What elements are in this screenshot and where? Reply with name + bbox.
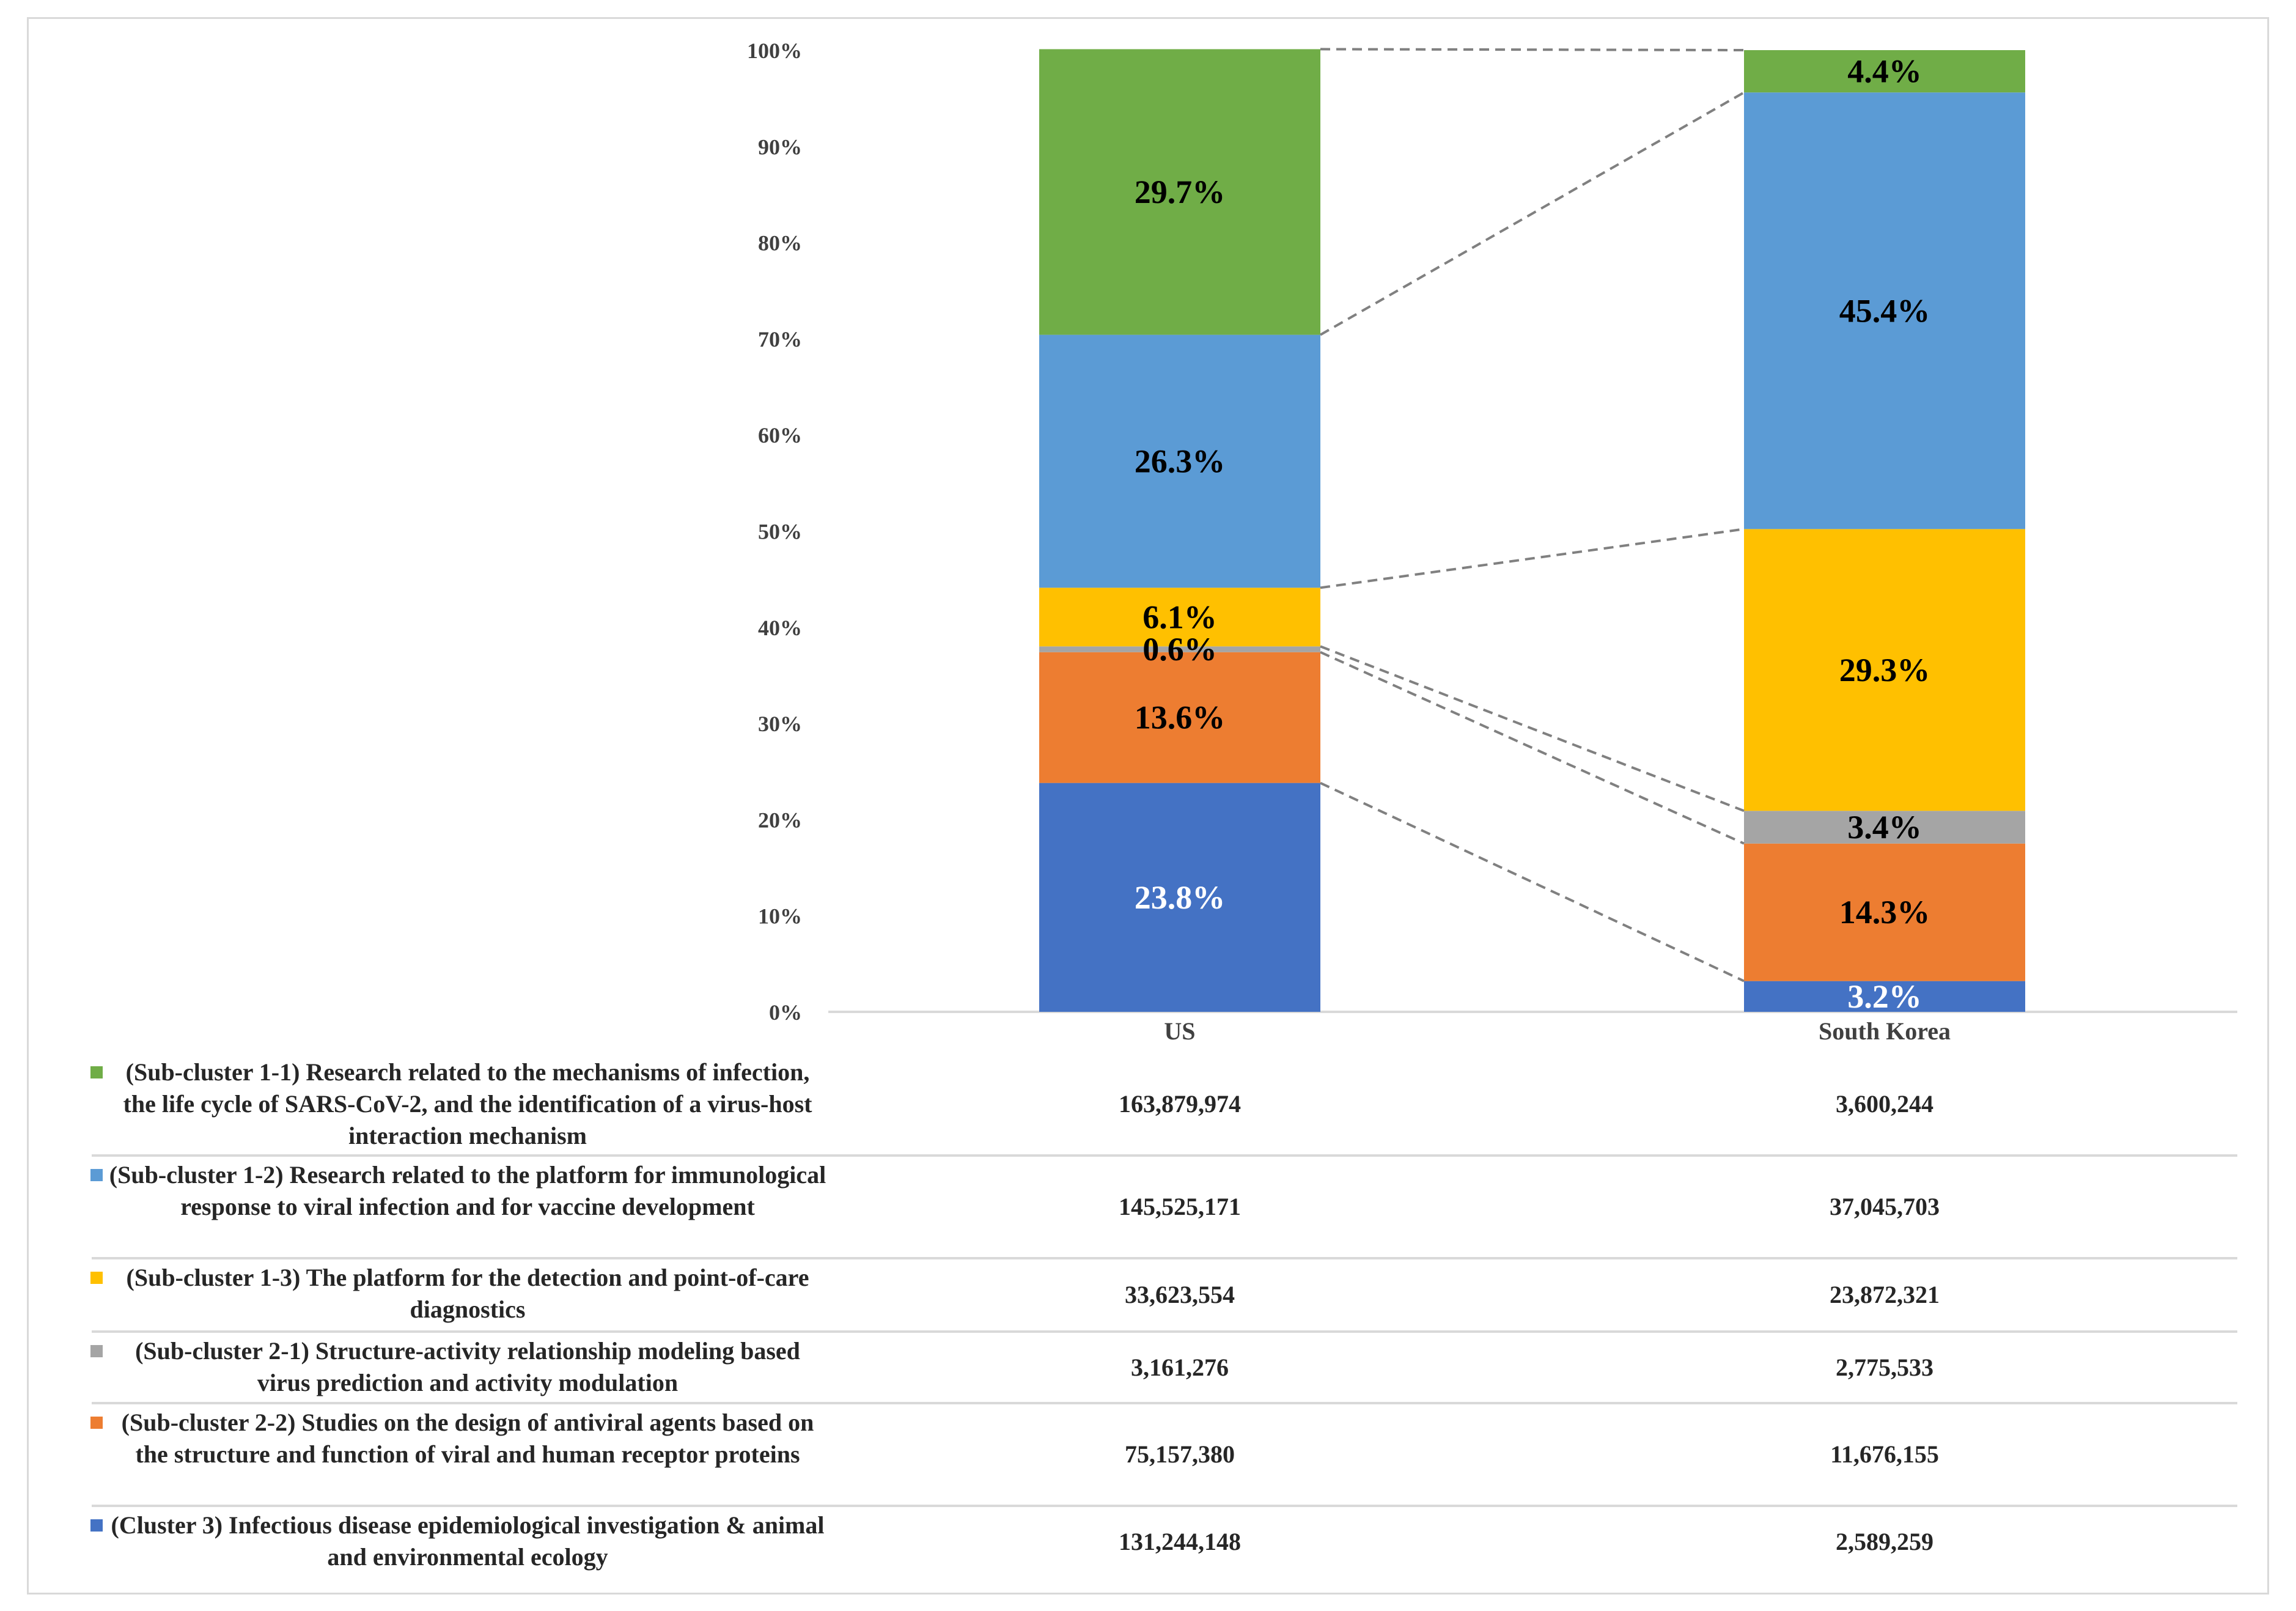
legend-label: (Sub-cluster 1-3) The platform for the d… (126, 1264, 809, 1323)
legend-label: (Cluster 3) Infectious disease epidemiol… (111, 1511, 825, 1571)
connector-line (1320, 48, 1745, 51)
y-tick-label: 100% (747, 39, 802, 63)
connector-line (1320, 91, 1745, 336)
table-value: 131,244,148 (1119, 1527, 1241, 1555)
legend-swatch (90, 1169, 103, 1181)
table-value: 2,775,533 (1836, 1353, 1934, 1381)
y-tick-label: 40% (758, 616, 802, 640)
legend-swatch (90, 1417, 103, 1429)
y-tick-label: 0% (769, 1000, 802, 1025)
bar-segment-south-korea (1744, 529, 2025, 811)
table-value: 3,161,276 (1131, 1353, 1229, 1381)
data-label: 29.3% (1839, 652, 1930, 688)
table-row-divider (92, 1330, 2237, 1333)
table-value: 3,600,244 (1836, 1090, 1934, 1118)
legend-swatch (90, 1345, 103, 1357)
table-value: 23,872,321 (1830, 1281, 1940, 1308)
connector-line (1320, 528, 1745, 589)
data-label: 6.1% (1142, 599, 1217, 635)
bar-segment-south-korea (1744, 811, 2025, 844)
legend-swatch (90, 1272, 103, 1284)
bar-segment-us (1039, 588, 1320, 647)
table-value: 163,879,974 (1119, 1090, 1241, 1118)
table-value: 75,157,380 (1125, 1440, 1235, 1468)
data-label: 4.4% (1847, 53, 1922, 90)
table-value: 11,676,155 (1830, 1440, 1939, 1468)
connector-line (1320, 781, 1745, 982)
x-tick-label-us: US (1164, 1017, 1195, 1045)
legend-swatch (90, 1066, 103, 1078)
y-tick-label: 80% (758, 231, 802, 256)
table-row-divider (92, 1154, 2237, 1157)
legend-label: (Sub-cluster 2-1) Structure-activity rel… (135, 1337, 800, 1396)
data-label: 3.4% (1847, 809, 1922, 846)
table-value: 37,045,703 (1830, 1193, 1940, 1220)
legend-swatch (90, 1519, 103, 1532)
data-label: 29.7% (1135, 174, 1226, 210)
x-tick-label-south-korea: South Korea (1819, 1017, 1951, 1045)
data-label: 0.6% (1142, 631, 1217, 668)
bar-segment-us (1039, 646, 1320, 652)
table-value: 33,623,554 (1125, 1281, 1235, 1308)
table-row-divider (92, 1402, 2237, 1404)
bar-segment-south-korea (1744, 981, 2025, 1012)
connector-line (1320, 645, 1745, 813)
bar-segment-south-korea (1744, 50, 2025, 93)
data-label: 45.4% (1839, 292, 1930, 329)
y-tick-label: 90% (758, 135, 802, 159)
table-row-divider (92, 1257, 2237, 1259)
data-label: 3.2% (1847, 978, 1922, 1015)
data-label: 14.3% (1839, 894, 1930, 931)
chart-frame (27, 17, 2269, 1594)
bar-segment-us (1039, 652, 1320, 783)
y-tick-label: 30% (758, 712, 802, 736)
bar-segment-us (1039, 783, 1320, 1012)
legend-label: (Sub-cluster 1-1) Research related to th… (123, 1058, 812, 1149)
table-row-divider (92, 1505, 2237, 1507)
bar-segment-us (1039, 334, 1320, 588)
legend-label: (Sub-cluster 2-2) Studies on the design … (121, 1409, 814, 1468)
y-tick-label: 70% (758, 327, 802, 352)
data-label: 13.6% (1135, 699, 1226, 736)
y-tick-label: 10% (758, 904, 802, 929)
y-tick-label: 20% (758, 808, 802, 832)
legend-label: (Sub-cluster 1-2) Research related to th… (109, 1161, 826, 1220)
bar-segment-us (1039, 49, 1320, 335)
table-value: 145,525,171 (1119, 1193, 1241, 1220)
y-tick-label: 60% (758, 423, 802, 448)
data-label: 26.3% (1135, 443, 1226, 479)
bar-segment-south-korea (1744, 843, 2025, 981)
data-label: 23.8% (1135, 879, 1226, 916)
y-tick-label: 50% (758, 520, 802, 544)
connector-line (1320, 651, 1745, 845)
bar-segment-south-korea (1744, 92, 2025, 529)
table-value: 2,589,259 (1836, 1527, 1934, 1555)
